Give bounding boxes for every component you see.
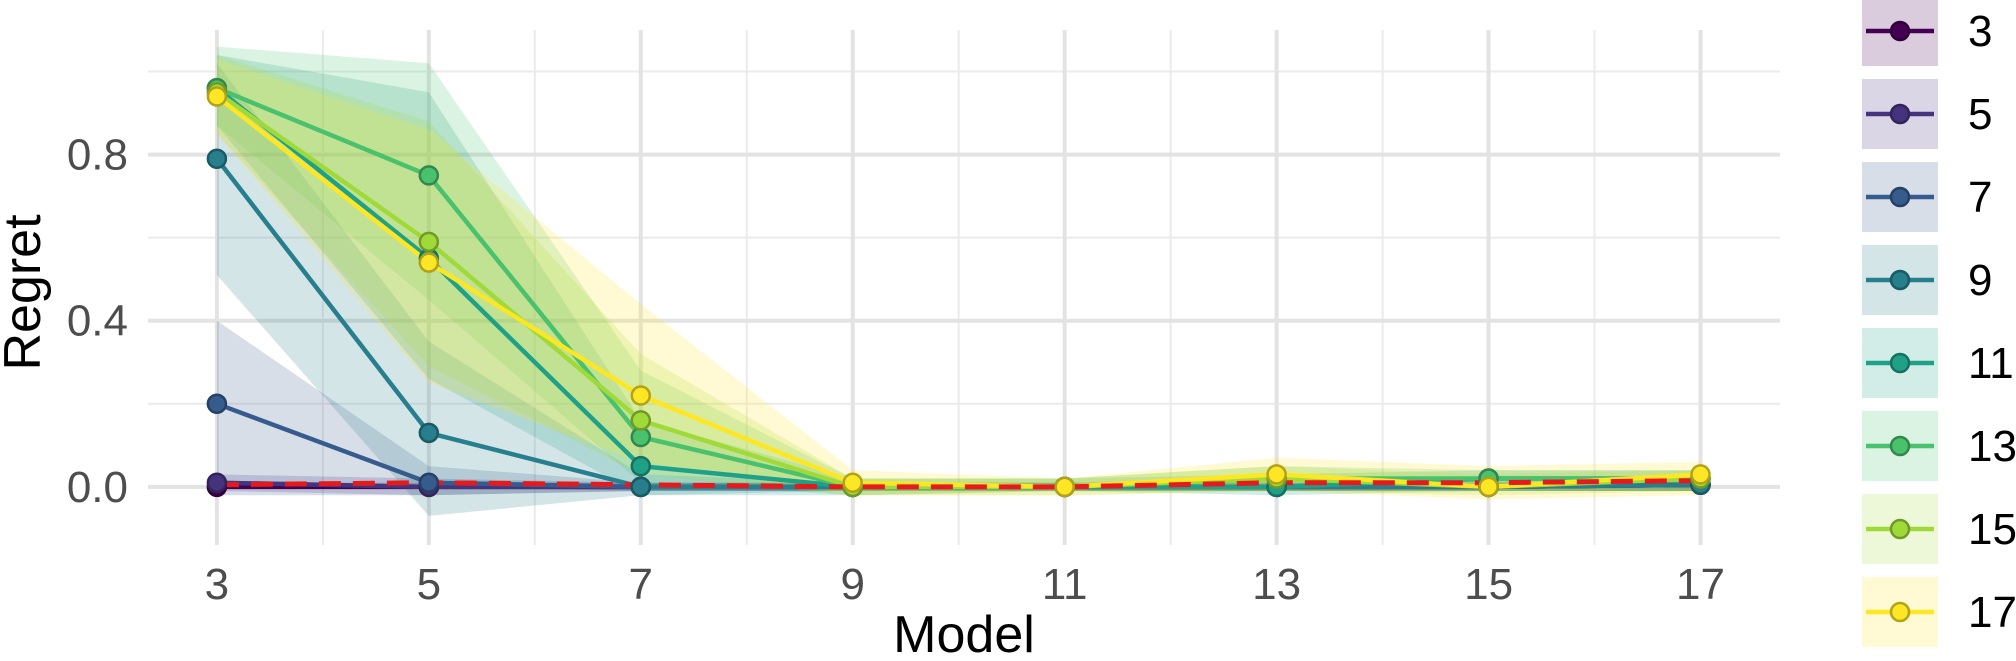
- legend-item-17: 17: [1862, 577, 2016, 647]
- data-point-13-x7: [630, 426, 652, 448]
- data-point-7-x5: [418, 472, 440, 493]
- y-tick-label: 0.4: [67, 297, 128, 346]
- legend-item-15: 15: [1862, 494, 2016, 564]
- reference-line: [216, 478, 1701, 490]
- legend-label: 5: [1968, 90, 1992, 139]
- legend: 3 5 7 9 11 13 15 17: [1862, 0, 2016, 647]
- data-point-9-x7: [630, 476, 652, 498]
- data-point-17-x5: [418, 252, 440, 273]
- x-tick-label: 9: [840, 560, 864, 609]
- legend-item-9: 9: [1862, 245, 1992, 315]
- data-point-17-x13: [1266, 464, 1287, 485]
- data-point-15-x7: [630, 410, 652, 431]
- data-point-17-x7: [630, 385, 652, 406]
- confidence-band-15: [216, 54, 1701, 496]
- data-point-7-x3: [206, 393, 228, 415]
- legend-label: 9: [1968, 256, 1992, 305]
- data-point-5-x3: [206, 472, 228, 493]
- legend-item-11: 11: [1862, 328, 2014, 398]
- x-tick-label: 3: [205, 560, 229, 609]
- legend-label: 17: [1968, 588, 2016, 637]
- legend-key-point: [1889, 20, 1911, 42]
- data-point-13-x5: [418, 165, 440, 186]
- data-point-17-x11: [1054, 476, 1075, 498]
- x-tick-label: 17: [1676, 560, 1725, 609]
- legend-label: 7: [1968, 173, 1992, 222]
- legend-item-5: 5: [1862, 79, 1992, 149]
- legend-key-point: [1889, 518, 1911, 540]
- confidence-band-13: [216, 46, 1701, 496]
- legend-label: 13: [1968, 422, 2016, 471]
- data-point-9-x3: [206, 148, 228, 169]
- y-tick-label: 0.8: [67, 131, 128, 180]
- legend-key-point: [1889, 352, 1911, 374]
- data-point-17-x15: [1478, 476, 1499, 498]
- legend-key-point: [1889, 269, 1911, 291]
- series-points: [206, 77, 1711, 498]
- axes: 3 5 7 9 11 13 15 17 0.0 0.4 0.8 Model Regret: [0, 131, 1725, 661]
- legend-key-point: [1889, 435, 1911, 457]
- data-point-17-x17: [1690, 464, 1711, 485]
- reference-line-layer: [216, 478, 1701, 490]
- confidence-band-7: [216, 320, 1701, 496]
- data-point-17-x9: [842, 472, 863, 493]
- legend-key-point: [1889, 103, 1911, 125]
- legend-key-point: [1889, 186, 1911, 208]
- x-tick-label: 7: [629, 560, 653, 609]
- x-axis-title: Model: [893, 606, 1035, 661]
- legend-item-7: 7: [1862, 162, 1992, 232]
- legend-item-3: 3: [1862, 0, 1992, 66]
- x-tick-label: 5: [417, 560, 441, 609]
- data-point-15-x5: [418, 231, 440, 253]
- y-tick-label: 0.0: [67, 463, 128, 512]
- x-tick-label: 15: [1464, 560, 1513, 609]
- x-tick-label: 11: [1042, 560, 1088, 609]
- legend-item-13: 13: [1862, 411, 2016, 481]
- legend-label: 3: [1968, 7, 1992, 56]
- data-point-17-x3: [206, 86, 228, 107]
- data-point-9-x5: [418, 422, 440, 444]
- confidence-band-17: [216, 59, 1701, 500]
- legend-label: 11: [1968, 339, 2014, 388]
- data-point-11-x7: [630, 455, 652, 477]
- confidence-band-11: [216, 54, 1701, 496]
- legend-label: 15: [1968, 505, 2016, 554]
- x-tick-label: 13: [1252, 560, 1301, 609]
- legend-key-point: [1889, 601, 1911, 623]
- y-axis-title: Regret: [0, 214, 52, 371]
